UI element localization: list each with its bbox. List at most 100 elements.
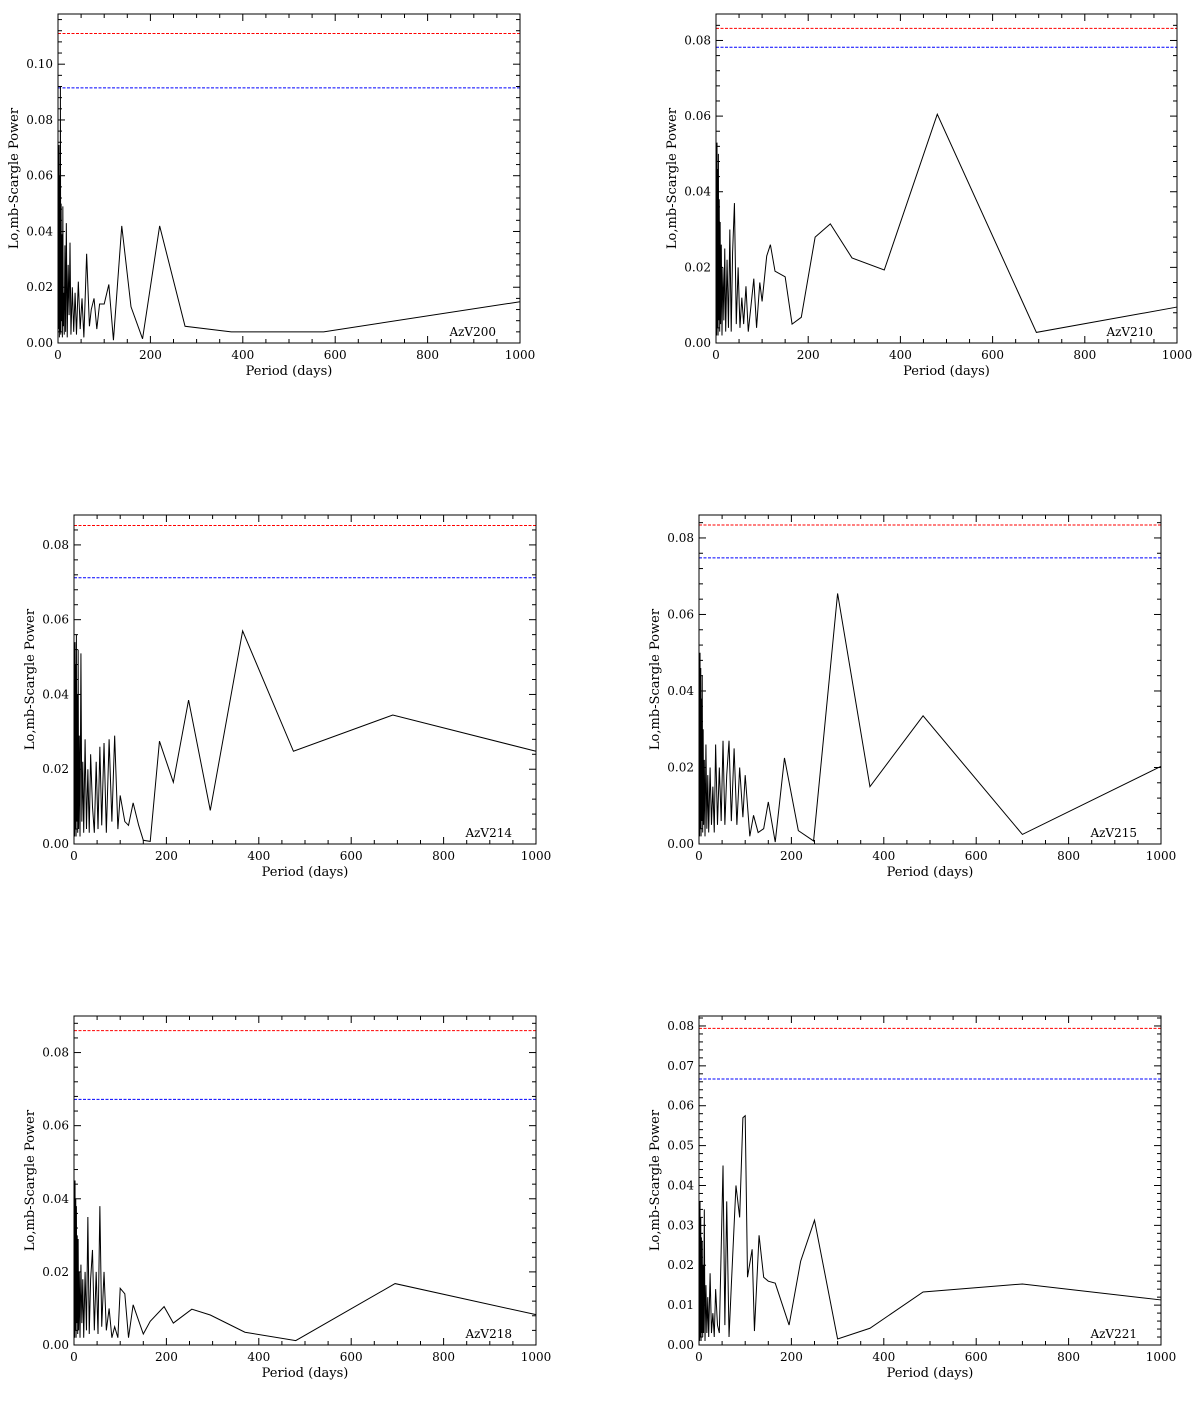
- x-tick-label: 400: [247, 1350, 270, 1364]
- y-tick-label: 0.08: [667, 531, 694, 545]
- x-tick-label: 800: [1057, 849, 1080, 863]
- periodogram-line: [73, 1180, 537, 1342]
- y-tick-label: 0.07: [667, 1059, 694, 1073]
- plot-frame: [698, 1015, 1162, 1346]
- x-tick-label: 200: [139, 348, 162, 362]
- x-tick-label: 800: [1057, 1350, 1080, 1364]
- x-axis-label: Period (days): [887, 1366, 974, 1381]
- y-tick-label: 0.03: [667, 1218, 694, 1232]
- x-tick-label: 200: [780, 1350, 803, 1364]
- y-tick-label: 0.05: [667, 1139, 694, 1153]
- plot-frame: [715, 13, 1178, 344]
- x-tick-label: 800: [1073, 348, 1096, 362]
- x-tick-label: 400: [889, 348, 912, 362]
- star-label: AzV214: [464, 826, 512, 840]
- periodogram-line: [698, 1114, 1162, 1342]
- y-tick-label: 0.06: [42, 1119, 69, 1133]
- y-tick-label: 0.00: [26, 336, 53, 350]
- x-tick-label: 1000: [505, 348, 536, 362]
- x-tick-label: 200: [155, 1350, 178, 1364]
- y-axis-label: Lo,mb-Scargle Power: [7, 107, 22, 249]
- y-tick-label: 0.04: [42, 1192, 69, 1206]
- star-label: AzV210: [1105, 325, 1153, 339]
- y-tick-label: 0.08: [42, 1046, 69, 1060]
- periodogram-line: [715, 112, 1178, 336]
- y-tick-label: 0.02: [42, 762, 69, 776]
- y-tick-label: 0.08: [667, 1019, 694, 1033]
- x-tick-label: 200: [797, 348, 820, 362]
- x-tick-label: 1000: [521, 1350, 552, 1364]
- x-tick-label: 600: [965, 849, 988, 863]
- x-tick-label: 0: [70, 849, 78, 863]
- x-tick-label: 400: [247, 849, 270, 863]
- y-tick-label: 0.00: [667, 1338, 694, 1352]
- star-label: AzV200: [448, 325, 496, 339]
- periodogram-panel: 0 200 400 600 800 1000 0.00 0.01 0.02 0.03 0.04 0.0…: [648, 1015, 1176, 1381]
- y-tick-label: 0.06: [684, 109, 711, 123]
- y-tick-label: 0.02: [667, 1258, 694, 1272]
- y-tick-label: 0.02: [26, 280, 53, 294]
- periodogram-line: [698, 593, 1162, 843]
- y-tick-label: 0.04: [667, 684, 694, 698]
- periodogram-panel: 0 200 400 600 800 1000 0.00 0.02 0.04 0.06 0.08 0.1…: [7, 13, 536, 379]
- star-label: AzV221: [1089, 1327, 1137, 1341]
- periodogram-panel: 0 200 400 600 800 1000 0.00 0.02 0.04 0.06 0.08 Per…: [23, 1015, 552, 1381]
- y-tick-label: 0.04: [42, 687, 69, 701]
- y-tick-label: 0.04: [667, 1178, 694, 1192]
- x-tick-label: 400: [872, 849, 895, 863]
- y-tick-label: 0.06: [667, 1099, 694, 1113]
- x-axis-label: Period (days): [262, 1366, 349, 1381]
- y-tick-label: 0.00: [684, 336, 711, 350]
- x-tick-label: 600: [981, 348, 1004, 362]
- x-tick-label: 0: [54, 348, 62, 362]
- y-tick-label: 0.08: [26, 113, 53, 127]
- y-tick-label: 0.01: [667, 1298, 694, 1312]
- x-axis-label: Period (days): [887, 865, 974, 880]
- y-tick-label: 0.06: [42, 613, 69, 627]
- y-tick-label: 0.08: [684, 33, 711, 47]
- y-tick-label: 0.10: [26, 57, 53, 71]
- x-tick-label: 600: [340, 1350, 363, 1364]
- x-tick-label: 400: [872, 1350, 895, 1364]
- periodogram-panel: 0 200 400 600 800 1000 0.00 0.02 0.04 0.06 0.08 Per…: [648, 514, 1177, 880]
- x-tick-label: 1000: [1162, 348, 1193, 362]
- x-tick-label: 600: [324, 348, 347, 362]
- y-tick-label: 0.02: [42, 1265, 69, 1279]
- x-tick-label: 200: [155, 849, 178, 863]
- x-tick-label: 400: [231, 348, 254, 362]
- plot-frame: [698, 514, 1162, 845]
- x-tick-label: 600: [340, 849, 363, 863]
- x-tick-label: 0: [712, 348, 720, 362]
- x-tick-label: 0: [695, 849, 703, 863]
- x-tick-label: 800: [432, 849, 455, 863]
- y-tick-label: 0.04: [684, 185, 711, 199]
- x-axis-label: Period (days): [262, 865, 349, 880]
- plot-frame: [73, 1015, 537, 1346]
- periodogram-panel: 0 200 400 600 800 1000 0.00 0.02 0.04 0.06 0.08 Per…: [23, 514, 552, 880]
- y-axis-label: Lo,mb-Scargle Power: [648, 608, 663, 750]
- y-tick-label: 0.00: [667, 837, 694, 851]
- x-tick-label: 1000: [521, 849, 552, 863]
- x-tick-label: 0: [70, 1350, 78, 1364]
- periodogram-line: [57, 86, 521, 341]
- y-axis-label: Lo,mb-Scargle Power: [648, 1109, 663, 1251]
- y-axis-label: Lo,mb-Scargle Power: [665, 107, 680, 249]
- x-tick-label: 800: [432, 1350, 455, 1364]
- y-tick-label: 0.06: [26, 169, 53, 183]
- star-label: AzV215: [1089, 826, 1137, 840]
- x-tick-label: 600: [965, 1350, 988, 1364]
- periodogram-line: [73, 629, 537, 842]
- y-tick-label: 0.08: [42, 538, 69, 552]
- y-tick-label: 0.02: [667, 760, 694, 774]
- plot-frame: [57, 13, 521, 344]
- y-tick-label: 0.06: [667, 607, 694, 621]
- x-axis-label: Period (days): [903, 364, 990, 379]
- x-tick-label: 0: [695, 1350, 703, 1364]
- x-tick-label: 1000: [1146, 849, 1177, 863]
- plot-frame: [73, 514, 537, 845]
- x-tick-label: 800: [416, 348, 439, 362]
- star-label: AzV218: [464, 1327, 512, 1341]
- x-tick-label: 200: [780, 849, 803, 863]
- x-axis-label: Period (days): [246, 364, 333, 379]
